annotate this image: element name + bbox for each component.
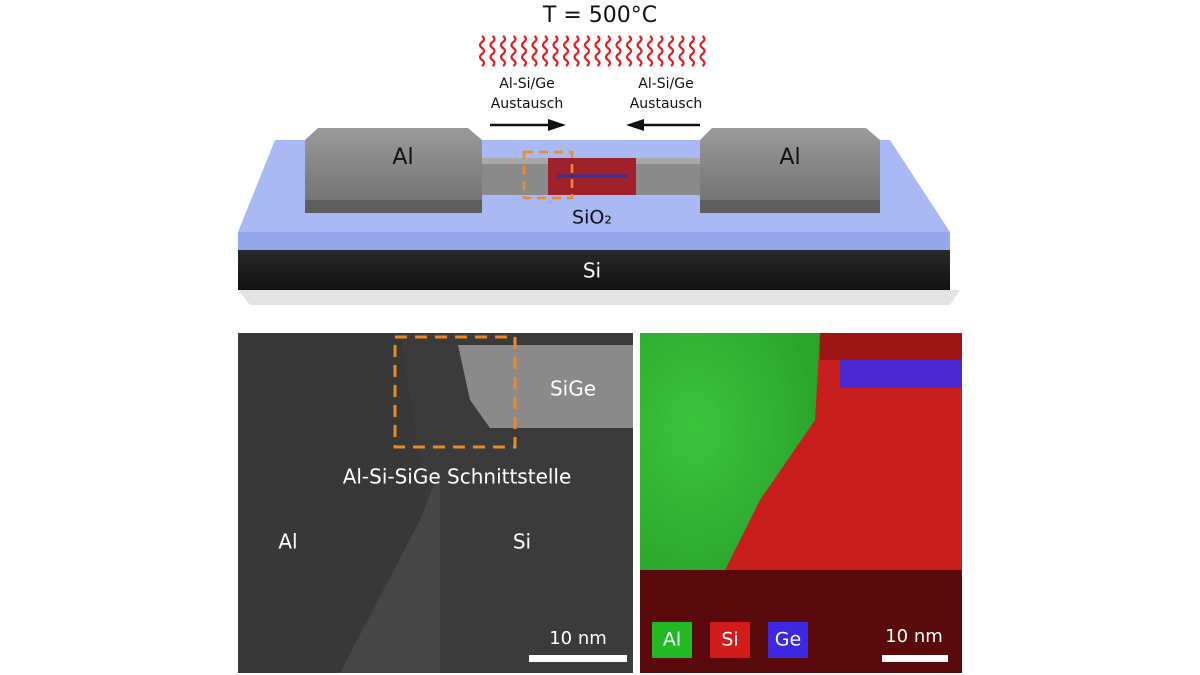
- top-region: [820, 333, 962, 360]
- heat-wave: [531, 35, 538, 67]
- pad-label: Al: [779, 145, 800, 170]
- scale-label: 10 nm: [885, 626, 943, 647]
- heat-wave: [573, 35, 580, 67]
- oxide-label: SiO₂: [572, 207, 612, 229]
- heat-wave: [499, 35, 507, 67]
- ge-map: [840, 360, 962, 388]
- edx-panel: Al Si Ge 10 nm: [640, 333, 962, 673]
- heat-wave: [646, 35, 654, 67]
- zoom-box: [393, 335, 517, 449]
- heat-wave: [520, 35, 528, 67]
- substrate-label: Si: [583, 259, 601, 283]
- heat-wave: [594, 35, 601, 67]
- heat-wave: [678, 35, 685, 67]
- arrow-head: [548, 119, 566, 131]
- shadow: [238, 290, 960, 305]
- heat-wave: [489, 35, 496, 67]
- heat-wave: [615, 35, 622, 67]
- pad: [305, 128, 482, 213]
- heat-waves: [478, 35, 706, 67]
- heat-wave: [636, 35, 643, 67]
- pad-edge: [700, 200, 880, 213]
- scale-bar: [529, 655, 627, 662]
- si-region: [340, 470, 440, 673]
- segment-label: SiGe: [550, 377, 596, 401]
- heat-wave: [657, 35, 664, 67]
- heat-wave: [510, 35, 517, 67]
- interface-label: Al-Si-SiGe Schnittstelle: [343, 465, 572, 489]
- exchange-label: Austausch: [491, 96, 564, 112]
- heat-wave: [541, 35, 549, 67]
- oxide-edge: [238, 232, 950, 250]
- arrow-head: [626, 119, 644, 131]
- legend-swatch: [710, 622, 750, 658]
- zoom-box: [522, 150, 574, 200]
- substrate: [238, 250, 950, 290]
- scale-label: 10 nm: [549, 628, 607, 649]
- pad-edge: [305, 200, 482, 213]
- heat-wave: [667, 35, 675, 67]
- heat-wave: [478, 35, 486, 67]
- al-region: [238, 333, 430, 673]
- region-label: Si: [513, 530, 531, 554]
- legend-label: Si: [721, 629, 738, 651]
- exchange-label: Al-Si/Ge: [638, 76, 693, 92]
- legend-swatch: [652, 622, 692, 658]
- exchange-label: Al-Si/Ge: [499, 76, 554, 92]
- heat-wave: [552, 35, 559, 67]
- pad: [700, 128, 880, 213]
- pad-label: Al: [392, 145, 413, 170]
- legend-swatch: [768, 622, 808, 658]
- heat-wave: [562, 35, 570, 67]
- heat-wave: [699, 35, 706, 67]
- region-label: Al: [278, 530, 297, 554]
- legend-label: Ge: [775, 629, 801, 651]
- temperature: T = 500°C: [542, 3, 657, 28]
- tem-panel: SiGe Al-Si-SiGe Schnittstelle Al Si 10 n…: [238, 333, 633, 673]
- device: T = 500°C Al-Si/Ge Austausch Al-Si/Ge Au…: [238, 3, 960, 305]
- exchange-label: Austausch: [630, 96, 703, 112]
- al-map: [640, 333, 820, 570]
- scale-bar: [882, 655, 948, 662]
- heat-wave: [688, 35, 696, 67]
- heat-wave: [583, 35, 591, 67]
- heat-wave: [625, 35, 633, 67]
- heat-wave: [604, 35, 612, 67]
- legend-label: Al: [663, 629, 681, 651]
- sige-region: [458, 345, 633, 428]
